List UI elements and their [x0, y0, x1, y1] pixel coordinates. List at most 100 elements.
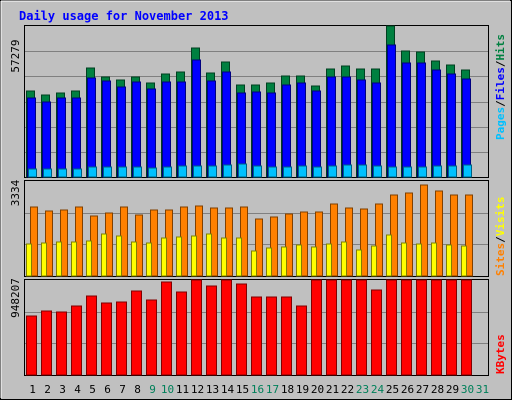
- pages-bar: [43, 168, 52, 178]
- sites-bar: [221, 237, 227, 277]
- x-tick-label: 1: [29, 383, 36, 396]
- sites-bar: [161, 237, 167, 277]
- files-bar: [27, 97, 36, 178]
- visits-bar: [405, 192, 413, 277]
- pages-bar: [388, 166, 397, 178]
- sites-bar: [296, 244, 302, 277]
- legend-hits: Hits: [494, 34, 507, 61]
- pages-bar: [448, 165, 457, 178]
- visits-bar: [270, 216, 278, 277]
- files-bar: [192, 59, 201, 178]
- x-tick-label: 18: [281, 383, 294, 396]
- kbytes-bar: [191, 279, 202, 376]
- x-tick-label: 16: [251, 383, 264, 396]
- kbytes-bar: [86, 295, 97, 376]
- visits-bar: [285, 213, 293, 277]
- files-bar: [87, 77, 96, 178]
- x-tick-label: 2: [44, 383, 51, 396]
- pages-bar: [418, 166, 427, 178]
- sites-bar: [41, 242, 47, 277]
- sites-bar: [131, 241, 137, 277]
- files-bar: [462, 78, 471, 178]
- sites-bar: [266, 247, 272, 277]
- legend-sites-visits: Sites/Visits: [494, 197, 507, 277]
- kbytes-bar: [416, 279, 427, 376]
- x-tick-label: 15: [236, 383, 249, 396]
- x-tick-label: 24: [371, 383, 385, 396]
- files-bar: [282, 84, 291, 178]
- legend-pages: Pages: [494, 107, 507, 140]
- pages-bar: [343, 164, 352, 178]
- sites-bar: [326, 243, 332, 277]
- x-tick-label: 9: [149, 383, 156, 396]
- kbytes-bar: [146, 299, 157, 376]
- pages-bar: [118, 166, 127, 178]
- x-tick-label: 13: [206, 383, 219, 396]
- visits-bar: [465, 194, 473, 277]
- files-bar: [447, 73, 456, 178]
- sites-bar: [26, 243, 32, 277]
- kbytes-bar: [176, 291, 187, 376]
- visits-bar: [330, 203, 338, 277]
- kbytes-bar: [206, 285, 217, 376]
- x-tick-label: 17: [266, 383, 279, 396]
- files-bar: [357, 79, 366, 178]
- files-bar: [252, 91, 261, 178]
- sites-bar: [341, 241, 347, 277]
- files-bar: [207, 80, 216, 178]
- kbytes-bar: [371, 289, 382, 376]
- files-bar: [312, 90, 321, 178]
- sites-bar: [71, 241, 77, 277]
- legend-hits-files-pages: Pages/Files/Hits: [494, 34, 507, 140]
- pages-bar: [298, 165, 307, 178]
- legend-kbytes: KBytes: [494, 334, 507, 374]
- pages-bar: [433, 165, 442, 178]
- files-bar: [222, 71, 231, 178]
- legend-sep-2: /: [494, 60, 507, 67]
- visits-bar: [435, 190, 443, 277]
- x-tick-label: 20: [311, 383, 324, 396]
- y-max-label-hits: 57279: [9, 39, 22, 72]
- legend-sep-3: /: [494, 236, 507, 243]
- x-tick-label: 29: [446, 383, 459, 396]
- visits-bar: [315, 211, 323, 277]
- x-tick-label: 10: [161, 383, 174, 396]
- kbytes-bar: [41, 310, 52, 376]
- sites-bar: [371, 245, 377, 277]
- x-tick-label: 14: [221, 383, 235, 396]
- visits-bar: [450, 194, 458, 277]
- x-tick-label: 12: [191, 383, 204, 396]
- pages-bar: [208, 165, 217, 178]
- pages-bar: [328, 165, 337, 178]
- chart-bars: [26, 25, 473, 376]
- files-bar: [402, 62, 411, 178]
- x-axis-labels: 1 2 3 4 5 6 7 8 9 10 11 12 13 14 15 16 17 18 19 20 21 22 23 24 2…: [29, 383, 489, 396]
- sites-bar: [86, 240, 92, 277]
- files-bar: [327, 76, 336, 178]
- sites-bar: [401, 242, 407, 277]
- legend-visits: Visits: [494, 197, 507, 237]
- kbytes-bar: [71, 305, 82, 376]
- x-tick-label: 11: [176, 383, 189, 396]
- files-bar: [57, 97, 66, 178]
- sites-bar: [281, 246, 287, 277]
- chart-title: Daily usage for November 2013: [19, 9, 229, 23]
- x-tick-label: 27: [416, 383, 429, 396]
- x-tick-label: 23: [356, 383, 369, 396]
- visits-bar: [375, 203, 383, 277]
- files-bar: [342, 76, 351, 178]
- legend-files: Files: [494, 67, 507, 100]
- kbytes-bar: [356, 279, 367, 376]
- x-tick-label: 3: [59, 383, 66, 396]
- pages-bar: [58, 168, 67, 178]
- sites-bar: [176, 236, 182, 277]
- x-tick-label: 25: [386, 383, 399, 396]
- kbytes-bar: [281, 296, 292, 376]
- legend-sites: Sites: [494, 243, 507, 276]
- files-bar: [162, 81, 171, 178]
- x-tick-label: 28: [431, 383, 444, 396]
- kbytes-bar: [431, 279, 442, 376]
- kbytes-bar: [131, 290, 142, 376]
- pages-bar: [238, 163, 247, 178]
- kbytes-bar: [341, 279, 352, 376]
